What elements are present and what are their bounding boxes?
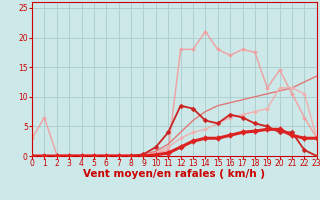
X-axis label: Vent moyen/en rafales ( km/h ): Vent moyen/en rafales ( km/h ) [84,169,265,179]
